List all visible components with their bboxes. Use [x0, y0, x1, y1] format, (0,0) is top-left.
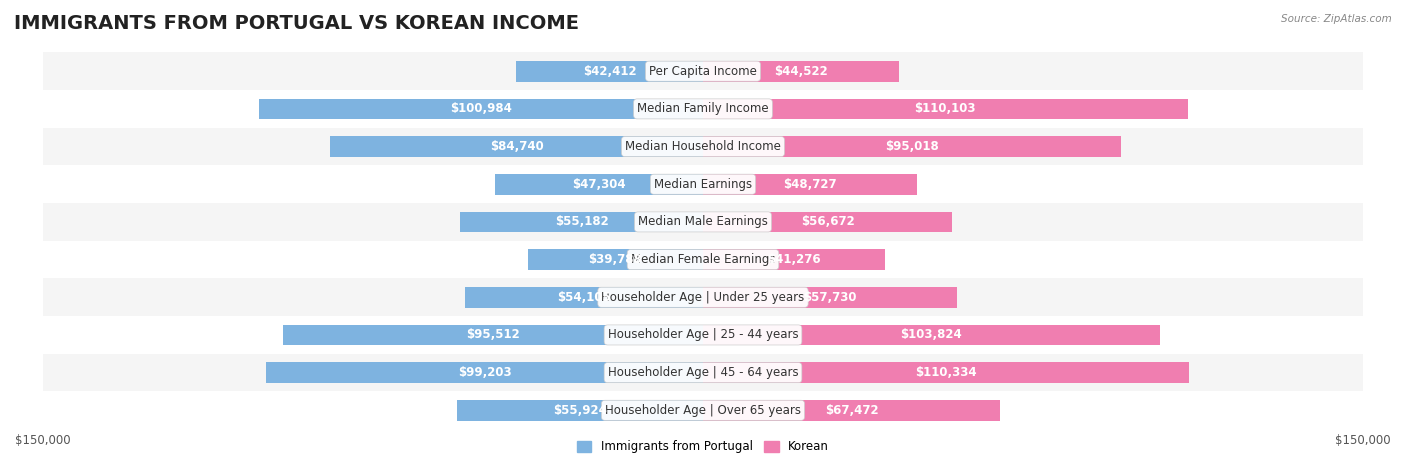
- Text: $47,304: $47,304: [572, 178, 626, 191]
- Text: $110,103: $110,103: [914, 102, 976, 115]
- Text: Householder Age | 25 - 44 years: Householder Age | 25 - 44 years: [607, 328, 799, 341]
- Text: Median Female Earnings: Median Female Earnings: [631, 253, 775, 266]
- Bar: [703, 362, 1188, 383]
- Text: $67,472: $67,472: [825, 404, 879, 417]
- Bar: [516, 61, 703, 82]
- Text: $54,105: $54,105: [557, 291, 610, 304]
- Bar: [460, 212, 703, 232]
- Text: $57,730: $57,730: [803, 291, 856, 304]
- Text: Per Capita Income: Per Capita Income: [650, 65, 756, 78]
- Text: $39,788: $39,788: [589, 253, 643, 266]
- Text: $103,824: $103,824: [901, 328, 962, 341]
- Bar: [42, 316, 1364, 354]
- Bar: [703, 287, 957, 308]
- Text: Median Household Income: Median Household Income: [626, 140, 780, 153]
- Text: Householder Age | Over 65 years: Householder Age | Over 65 years: [605, 404, 801, 417]
- Bar: [465, 287, 703, 308]
- Text: $84,740: $84,740: [489, 140, 543, 153]
- Text: Householder Age | 45 - 64 years: Householder Age | 45 - 64 years: [607, 366, 799, 379]
- Text: $55,182: $55,182: [555, 215, 609, 228]
- Bar: [703, 212, 952, 232]
- Text: $95,018: $95,018: [886, 140, 939, 153]
- Bar: [42, 278, 1364, 316]
- Text: $48,727: $48,727: [783, 178, 837, 191]
- Bar: [527, 249, 703, 270]
- Text: $55,924: $55,924: [553, 404, 607, 417]
- Bar: [42, 203, 1364, 241]
- Bar: [266, 362, 703, 383]
- Bar: [330, 136, 703, 157]
- Text: $100,984: $100,984: [450, 102, 512, 115]
- Bar: [42, 241, 1364, 278]
- Text: $110,334: $110,334: [915, 366, 977, 379]
- Bar: [703, 136, 1121, 157]
- Text: $42,412: $42,412: [583, 65, 637, 78]
- Bar: [703, 325, 1160, 345]
- Bar: [703, 61, 898, 82]
- Legend: Immigrants from Portugal, Korean: Immigrants from Portugal, Korean: [576, 440, 830, 453]
- Text: Householder Age | Under 25 years: Householder Age | Under 25 years: [602, 291, 804, 304]
- Bar: [42, 127, 1364, 165]
- Text: $41,276: $41,276: [768, 253, 821, 266]
- Bar: [457, 400, 703, 421]
- Bar: [42, 354, 1364, 391]
- Text: $99,203: $99,203: [458, 366, 512, 379]
- Text: $56,672: $56,672: [801, 215, 855, 228]
- Bar: [703, 249, 884, 270]
- Text: $44,522: $44,522: [775, 65, 828, 78]
- Text: Source: ZipAtlas.com: Source: ZipAtlas.com: [1281, 14, 1392, 24]
- Bar: [283, 325, 703, 345]
- Text: IMMIGRANTS FROM PORTUGAL VS KOREAN INCOME: IMMIGRANTS FROM PORTUGAL VS KOREAN INCOM…: [14, 14, 579, 33]
- Text: Median Male Earnings: Median Male Earnings: [638, 215, 768, 228]
- Bar: [703, 99, 1188, 119]
- Text: Median Family Income: Median Family Income: [637, 102, 769, 115]
- Bar: [703, 400, 1000, 421]
- Bar: [259, 99, 703, 119]
- Bar: [42, 52, 1364, 90]
- Bar: [42, 90, 1364, 127]
- Bar: [495, 174, 703, 195]
- Text: Median Earnings: Median Earnings: [654, 178, 752, 191]
- Bar: [42, 165, 1364, 203]
- Bar: [42, 391, 1364, 429]
- Text: $95,512: $95,512: [465, 328, 520, 341]
- Bar: [703, 174, 918, 195]
